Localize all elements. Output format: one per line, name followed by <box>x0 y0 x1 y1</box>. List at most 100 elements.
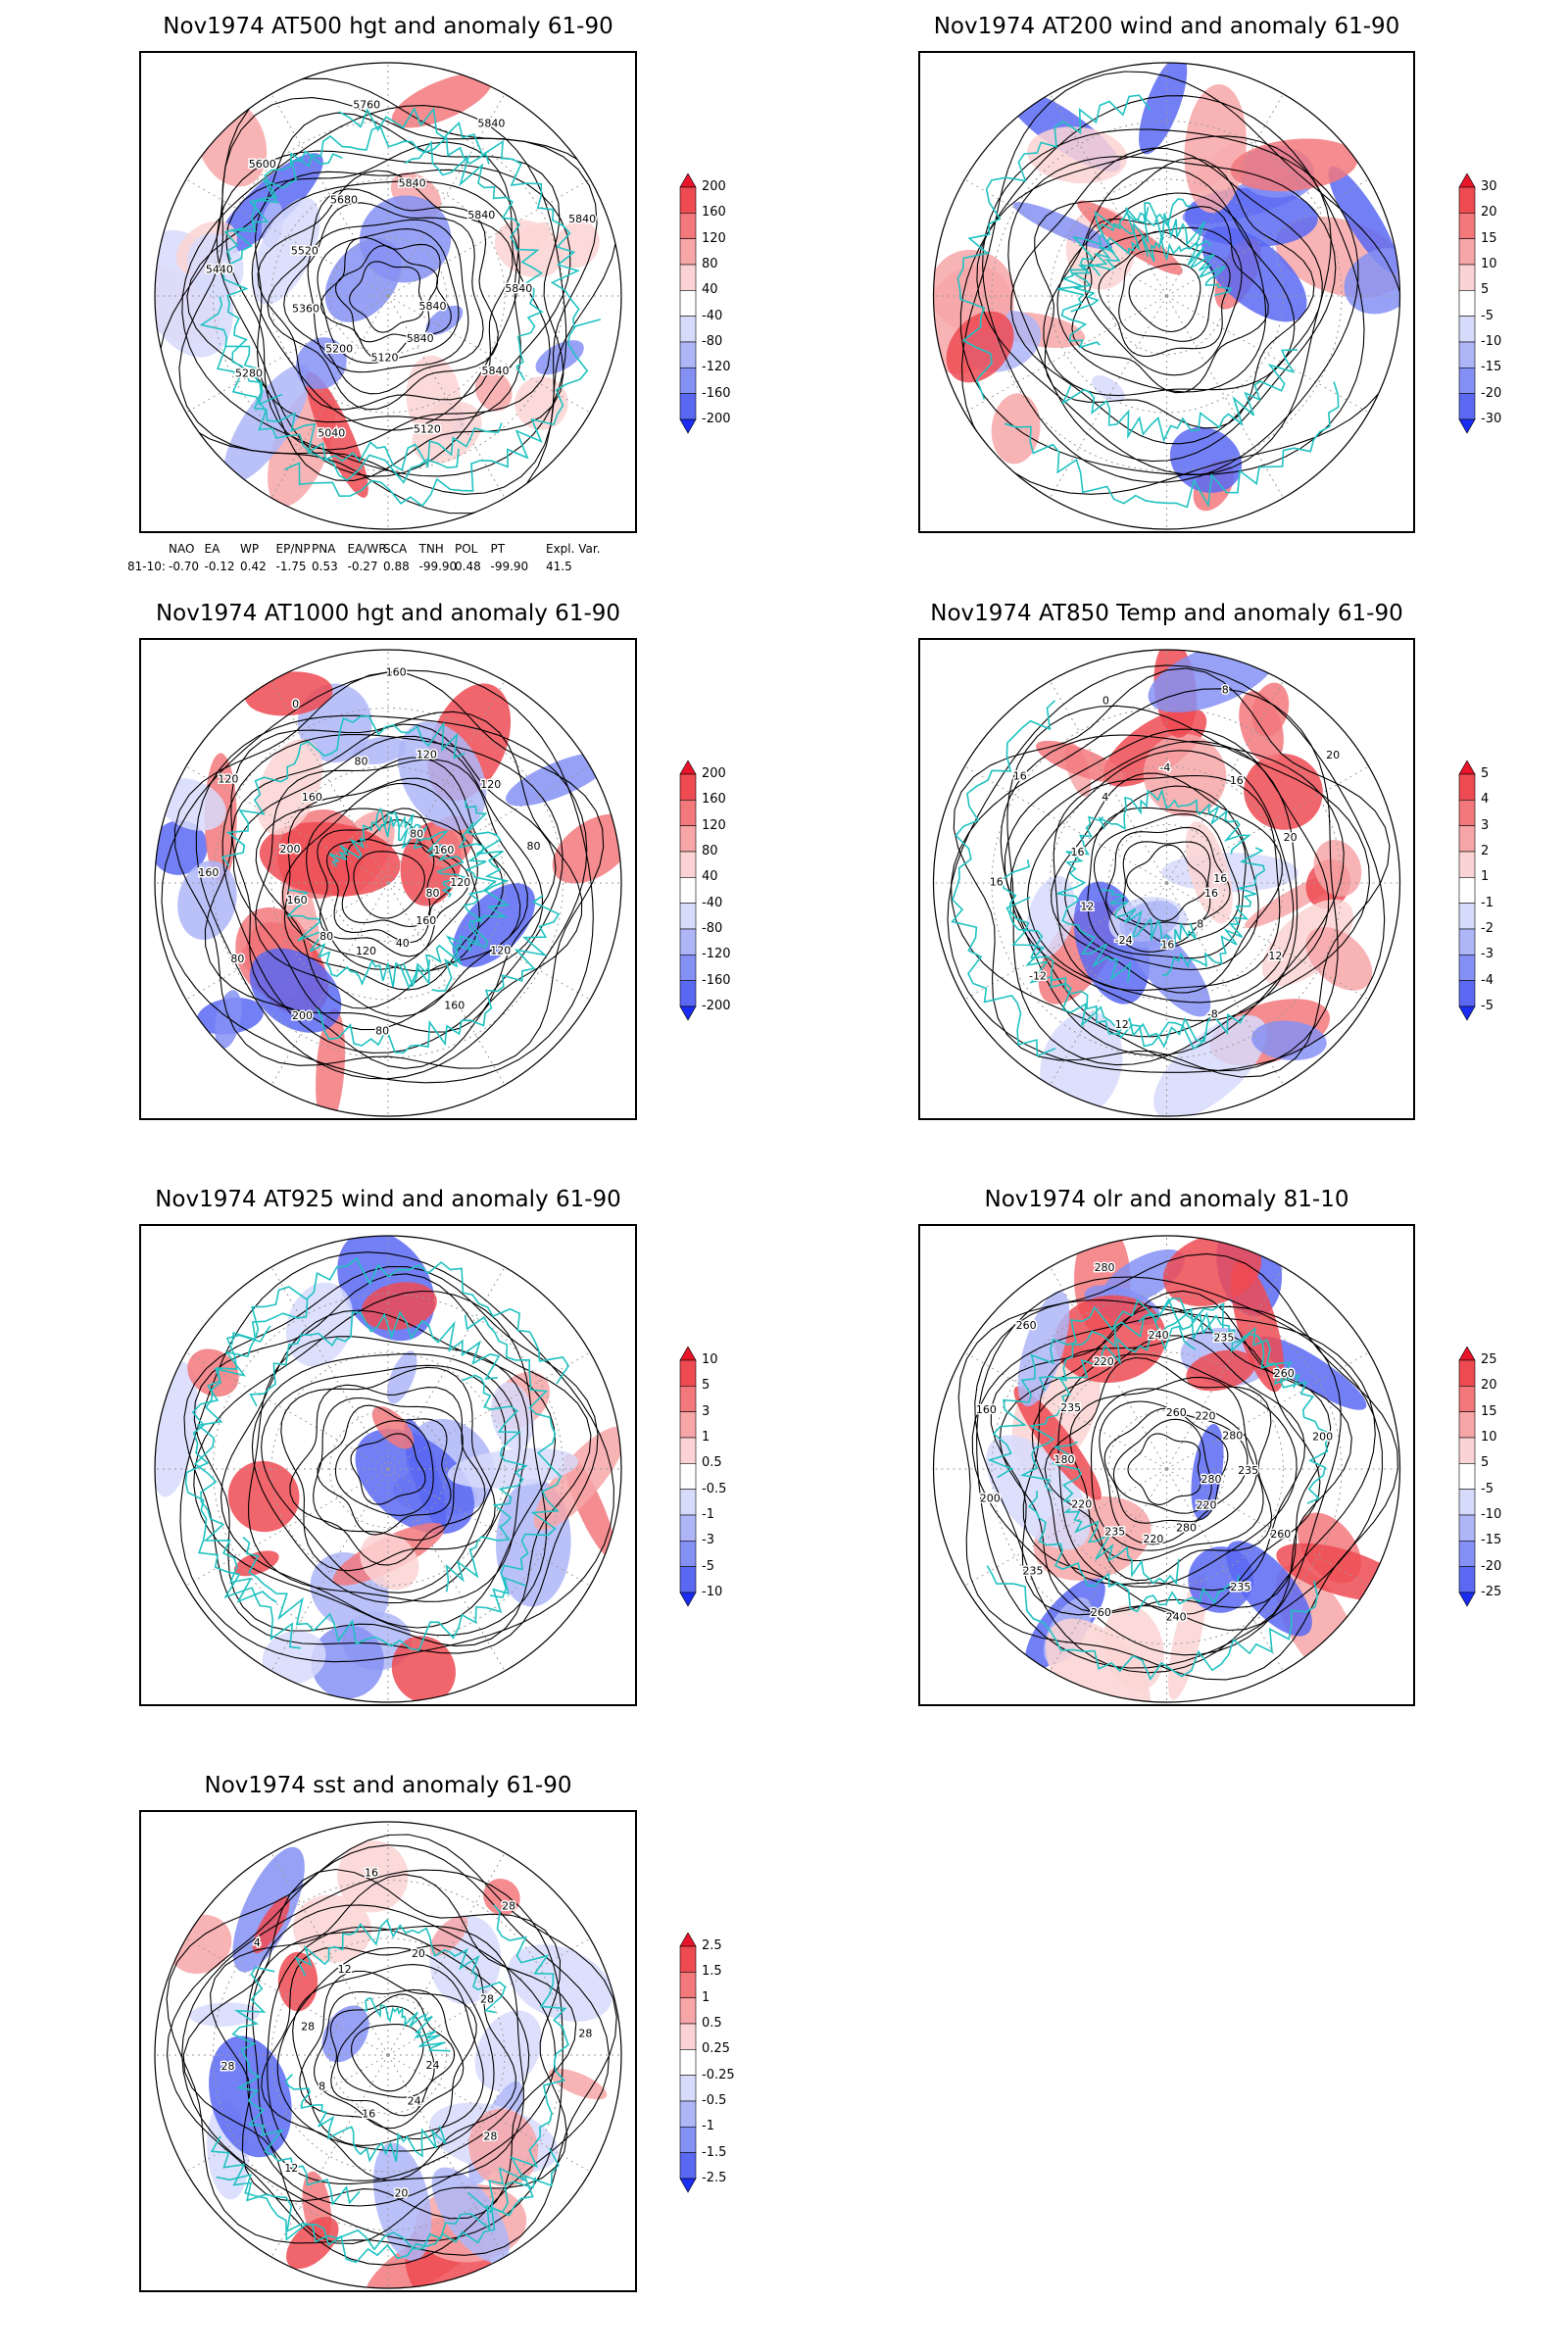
land-outline <box>1057 207 1150 349</box>
streamline <box>1098 230 1231 358</box>
contour-label: -12 <box>1029 969 1047 982</box>
meridian-line <box>1166 882 1284 1086</box>
colorbar-swatch <box>1458 186 1476 214</box>
negative-anomaly-area <box>209 2035 292 2158</box>
negative-anomaly-area <box>215 990 242 1049</box>
meridian-line <box>185 1351 389 1470</box>
contour-line <box>281 782 480 972</box>
negative-anomaly-area <box>535 340 584 375</box>
meridian-line <box>1166 93 1284 297</box>
land-outline <box>1019 1325 1197 1493</box>
colorbar-label: -10 <box>1481 1507 1502 1522</box>
colorbar-label: 10 <box>702 1352 718 1367</box>
colorbar-max-arrow <box>679 760 697 775</box>
colorbar-swatch <box>1458 928 1476 956</box>
streamline <box>251 1353 520 1604</box>
contour-label: 12 <box>1268 950 1282 962</box>
colorbar-swatch <box>1458 903 1476 930</box>
meridian-line <box>1050 1468 1167 1672</box>
index-value: -0.70 <box>169 560 200 573</box>
positive-anomaly-area <box>1230 138 1358 192</box>
contour-label: 160 <box>287 894 308 906</box>
negative-anomaly-area <box>223 365 311 483</box>
positive-anomaly-area <box>533 1426 621 1531</box>
colorbar-label: 200 <box>702 179 726 194</box>
streamline <box>220 1309 557 1629</box>
land-outline <box>1000 858 1208 1051</box>
contour-label: 5440 <box>206 264 233 276</box>
land-outline <box>242 1536 527 1651</box>
meridian-line <box>185 765 389 884</box>
colorbar-label: 0.25 <box>702 2041 730 2057</box>
colorbar-swatch <box>1458 213 1476 239</box>
land-outline <box>1070 198 1192 313</box>
contour-label: -4 <box>1159 761 1170 774</box>
contour-label: 5840 <box>399 176 426 189</box>
meridian-line <box>270 93 389 297</box>
contour-label: 160 <box>198 866 219 879</box>
meridian-line <box>387 680 506 884</box>
contour-label: 160 <box>416 914 436 927</box>
meridian-line <box>387 1852 506 2056</box>
land-outline <box>364 1997 451 2052</box>
contour-label: 120 <box>450 876 470 889</box>
colorbar-swatch <box>679 393 697 420</box>
contour-label: 16 <box>1213 872 1227 885</box>
colorbar-swatch <box>1458 851 1476 878</box>
land-outline <box>1060 349 1298 443</box>
contour-label: 220 <box>1143 1533 1163 1545</box>
contour-label: 12 <box>1115 1018 1129 1031</box>
contour-label: 8 <box>1222 684 1229 697</box>
colorbar: 5 4 3 2 1 -1 -2 -3 -4 -5 <box>1457 760 1532 1050</box>
contour-label: 20 <box>394 2187 408 2200</box>
contour-line <box>1051 772 1283 994</box>
contour-label: 220 <box>1196 1409 1216 1422</box>
meridian-line <box>387 1468 591 1587</box>
colorbar-label: 80 <box>702 844 718 858</box>
contour-label: 28 <box>578 2027 592 2039</box>
land-outline <box>987 1298 1224 1479</box>
colorbar-swatch <box>679 1566 697 1593</box>
contour-label: 16 <box>362 2108 375 2121</box>
index-header: SCA <box>383 542 408 556</box>
contour-line <box>283 777 504 991</box>
contour-line <box>1093 813 1241 953</box>
streamline <box>976 135 1332 475</box>
land-outline <box>1005 896 1246 1049</box>
contour-label: 120 <box>480 778 501 791</box>
contour-line <box>1127 1433 1201 1505</box>
colorbar-swatch <box>679 1489 697 1516</box>
contour-line <box>1057 1353 1298 1588</box>
colorbar-min-arrow <box>1458 418 1476 434</box>
contour-label: 235 <box>1104 1526 1125 1539</box>
map-frame: 24 28 24 20 16 12 8 28 28 4 12 16 20 28 28 28 <box>139 1810 637 2292</box>
colorbar-swatches <box>1458 1346 1476 1607</box>
contour-line <box>320 236 452 362</box>
streamline <box>959 95 1365 476</box>
colorbar-label: -25 <box>1481 1585 1502 1599</box>
negative-anomaly-area <box>1251 1020 1327 1061</box>
meridian-line <box>1166 1351 1369 1470</box>
contour-line <box>186 112 564 481</box>
map-boundary <box>154 62 622 530</box>
colorbar-swatch <box>1458 1566 1476 1593</box>
index-value: -99.90 <box>418 560 458 573</box>
colorbar-swatch <box>679 773 697 801</box>
contour-line <box>283 202 484 395</box>
colorbar-swatch <box>679 1945 697 1973</box>
land-outline <box>986 1565 1319 1681</box>
streamline <box>1043 167 1296 397</box>
meridian-line <box>1166 178 1369 297</box>
contour-line <box>216 150 571 477</box>
contour-label: 260 <box>1091 1606 1111 1619</box>
contour-label: 280 <box>1176 1522 1197 1535</box>
colorbar-label: -10 <box>1481 334 1502 349</box>
colorbar: 200 160 120 80 40 -40 -80 -120 -160 -200 <box>678 172 753 463</box>
index-header: EA <box>204 542 220 556</box>
polar-stereographic-map: 16 12 8 -8 16 12 -24 -12 12 16 16 16 4 0 -4 8 16 20 20 16 <box>932 649 1401 1117</box>
latitude-circle <box>991 1294 1343 1644</box>
polar-stereographic-map: 24 28 24 20 16 12 8 28 28 4 12 16 20 28 28 28 <box>154 1821 622 2289</box>
meridian-line <box>387 1468 506 1672</box>
meridian-line <box>270 680 389 884</box>
colorbar-label: -20 <box>1481 1558 1502 1574</box>
